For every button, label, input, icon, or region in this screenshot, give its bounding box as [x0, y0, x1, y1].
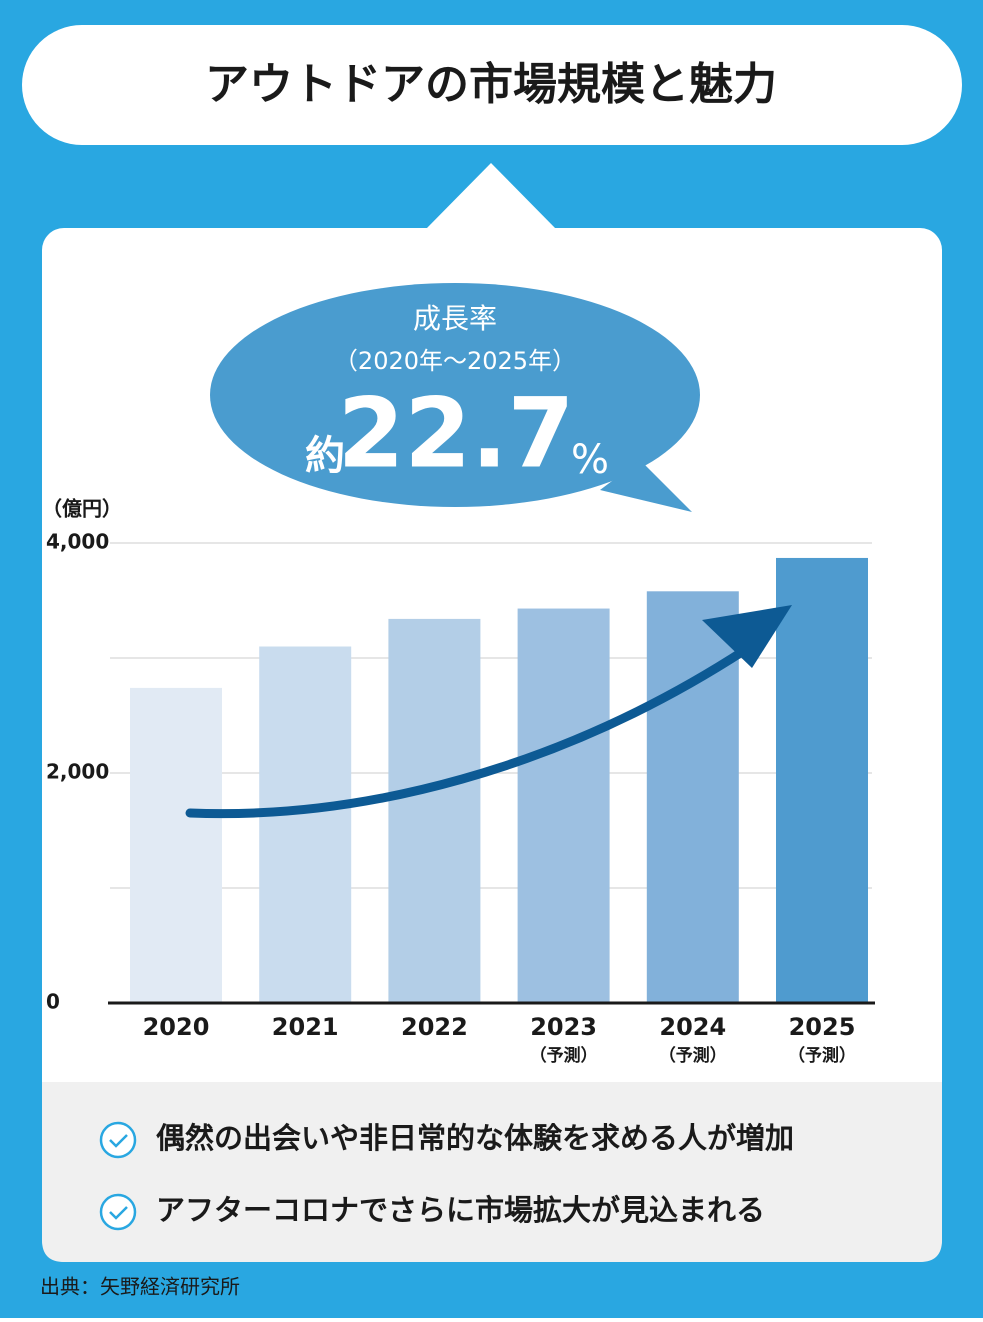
x-tick-label: 2021 — [272, 1013, 339, 1041]
y-tick-label: 2,000 — [46, 760, 109, 784]
check-icon — [99, 1121, 137, 1159]
bar — [517, 608, 610, 1003]
point-text: アフターコロナでさらに市場拡大が見込まれる — [156, 1193, 765, 1227]
trend-arrowhead — [702, 605, 792, 668]
bubble-tail — [600, 460, 692, 512]
x-tick-note: （予測） — [788, 1045, 856, 1066]
x-tick-label: 2020 — [143, 1013, 210, 1041]
chart-title: アウトドアの市場規模と魅力 — [205, 59, 777, 110]
y-tick-label: 0 — [46, 990, 60, 1014]
bar — [259, 646, 352, 1003]
pointer — [425, 163, 557, 230]
bar — [646, 591, 739, 1003]
title-pill — [22, 25, 962, 145]
bubble-label: 成長率 — [413, 302, 497, 335]
x-tick-label: 2024 — [659, 1013, 726, 1041]
bubble-period: （2020年～2025年） — [334, 347, 576, 375]
source: 出典：矢野経済研究所 — [40, 1275, 240, 1299]
trend-arrow — [185, 645, 750, 819]
x-tick-label: 2022 — [401, 1013, 468, 1041]
bubble-prefix: 約 — [305, 433, 345, 479]
bubble-value: 22.7 — [338, 377, 575, 489]
bubble — [210, 283, 700, 507]
bar — [388, 618, 481, 1003]
x-tick-label: 2023 — [530, 1013, 597, 1041]
bar — [776, 557, 868, 1003]
plot: 0 2,000 4,000 2020 2021 2022 2023 （予測） 2024 （予測） 2… — [46, 530, 875, 1066]
point-text: 偶然の出会いや非日常的な体験を求める人が増加 — [156, 1121, 794, 1155]
x-tick-note: （予測） — [659, 1045, 727, 1066]
points-panel — [42, 1082, 942, 1262]
points: 偶然の出会いや非日常的な体験を求める人が増加アフターコロナでさらに市場拡大が見込… — [99, 1121, 794, 1231]
y-axis-label: （億円） — [42, 497, 122, 521]
check-icon — [99, 1193, 137, 1231]
bubble-unit: % — [571, 437, 609, 483]
x-tick-label: 2025 — [789, 1013, 856, 1041]
x-tick-note: （予測） — [530, 1045, 598, 1066]
check-mark — [109, 1206, 128, 1220]
bar — [130, 687, 222, 1003]
check-mark — [109, 1134, 128, 1148]
y-tick-label: 4,000 — [46, 530, 109, 554]
